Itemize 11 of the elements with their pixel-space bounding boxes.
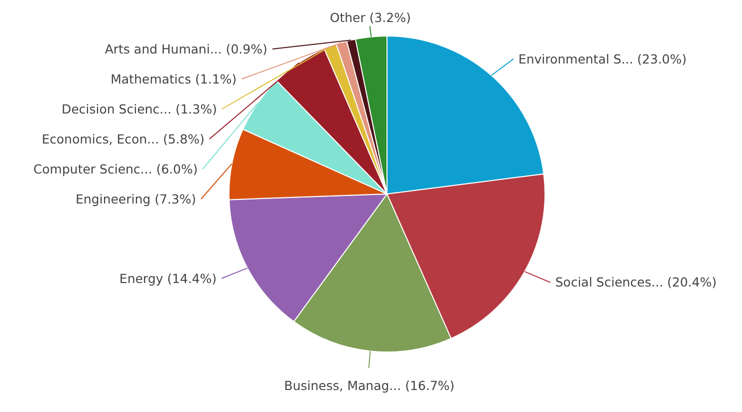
slice-label: Economics, Econ... (5.8%) <box>42 131 204 146</box>
slice-label: Engineering (7.3%) <box>76 191 196 206</box>
slice-label: Mathematics (1.1%) <box>110 71 237 86</box>
slice-label: Other (3.2%) <box>330 10 411 25</box>
slice-label: Energy (14.4%) <box>119 270 217 286</box>
slice-label: Social Sciences... (20.4%) <box>555 274 717 290</box>
slice-label: Computer Scienc... (6.0%) <box>33 161 198 176</box>
slice-label: Arts and Humani... (0.9%) <box>104 41 268 56</box>
slice-label: Environmental S... (23.0%) <box>518 51 687 66</box>
slice-label: Business, Manag... (16.7%) <box>284 378 455 393</box>
slice-label: Decision Scienc... (1.3%) <box>62 101 217 116</box>
